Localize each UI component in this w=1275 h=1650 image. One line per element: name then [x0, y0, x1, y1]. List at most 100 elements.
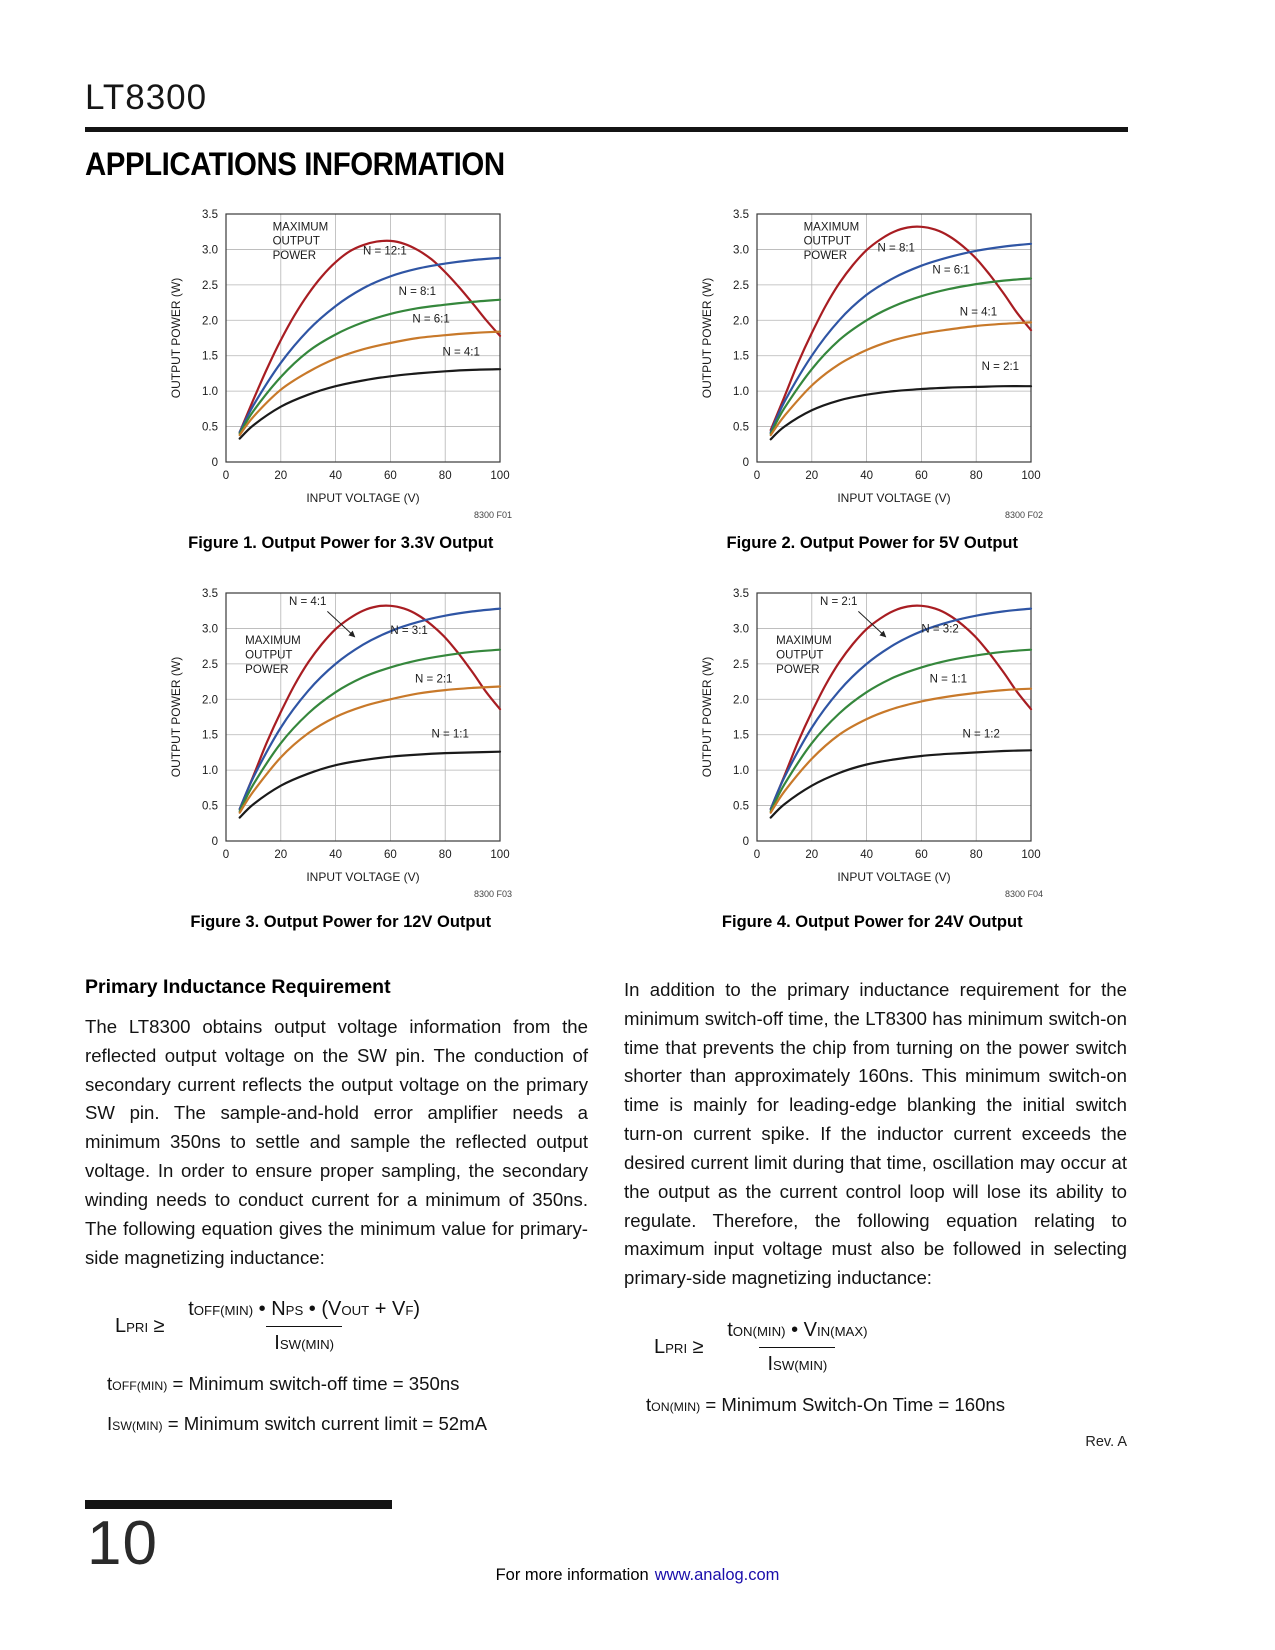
y-tick-label: 3.0 — [202, 623, 218, 635]
series-line-n-4-1 — [769, 321, 1033, 437]
series-line-n-12-1 — [238, 256, 501, 434]
curve-label: MAXIMUM OUTPUT POWER — [804, 221, 860, 262]
series-line-n-8-1 — [769, 242, 1033, 434]
equation-lhs: LPRI ≥ — [115, 1315, 171, 1338]
y-tick-label: 2.0 — [202, 315, 218, 327]
x-tick-label: 0 — [223, 849, 229, 861]
x-axis-title: INPUT VOLTAGE (V) — [838, 491, 951, 505]
plot-frame — [225, 592, 501, 842]
curve-label: N = 1:1 — [431, 729, 468, 741]
series-line-n-8-1 — [238, 298, 501, 435]
curve-label: N = 2:1 — [982, 361, 1019, 373]
y-tick-label: 0 — [743, 457, 749, 469]
y-tick-label: 2.0 — [733, 694, 749, 706]
curve-label: N = 6:1 — [412, 313, 449, 325]
x-tick-label: 100 — [490, 470, 509, 482]
masthead: LT8300 APPLICATIONS INFORMATION — [85, 78, 1128, 183]
x-tick-label: 40 — [329, 849, 342, 861]
curve-label: N = 8:1 — [398, 286, 435, 298]
series-line-n-2-1 — [238, 685, 501, 814]
equation-numerator: tON(MIN) • VIN(MAX) — [727, 1318, 868, 1341]
y-tick-label: 3.5 — [202, 588, 218, 600]
equation-fraction: tON(MIN) • VIN(MAX) ISW(MIN) — [719, 1319, 875, 1376]
y-tick-label: 1.0 — [202, 765, 218, 777]
x-tick-label: 0 — [754, 470, 760, 482]
chart-output-power-3v3: MAXIMUM OUTPUT POWER N = 12:1 N = 8:1 N = 6:1… — [169, 209, 512, 520]
analog-link[interactable]: www.analog.com — [654, 1566, 780, 1584]
left-column-heading: Primary Inductance Requirement — [85, 976, 391, 998]
y-tick-label: 1.5 — [202, 351, 218, 363]
x-tick-label: 20 — [274, 470, 287, 482]
curve-label: MAXIMUM OUTPUT POWER — [776, 635, 832, 676]
series-line-n-1-1 — [238, 750, 501, 819]
y-tick-label: 3.5 — [733, 209, 749, 221]
right-column: In addition to the primary inductance re… — [624, 976, 1127, 1450]
definition-ton-min: tON(MIN) = Minimum Switch-On Time = 160n… — [646, 1393, 1006, 1415]
x-tick-label: 100 — [1022, 470, 1041, 482]
figure-code: 8300 F03 — [474, 889, 512, 899]
x-tick-label: 40 — [860, 470, 873, 482]
x-tick-label: 80 — [439, 470, 452, 482]
equation-fraction: tOFF(MIN) • NPS • (VOUT + VF) ISW(MIN) — [180, 1298, 428, 1355]
y-tick-label: 3.5 — [733, 588, 749, 600]
max-input-voltage-equation: LPRI ≥ tON(MIN) • VIN(MAX) ISW(MIN) — [654, 1319, 1127, 1376]
y-tick-label: 2.5 — [202, 280, 218, 292]
series-line-n-6-1 — [238, 330, 501, 437]
y-tick-label: 0.5 — [733, 422, 749, 434]
footer-info: For more information www.analog.com — [0, 1566, 1275, 1585]
primary-inductance-equation: LPRI ≥ tOFF(MIN) • NPS • (VOUT + VF) ISW… — [115, 1298, 588, 1355]
label-arrow — [858, 611, 887, 638]
plot-frame — [225, 213, 501, 463]
figure-3-caption: Figure 3. Output Power for 12V Output — [190, 913, 492, 931]
chart-output-power-24v: N = 2:1 MAXIMUM OUTPUT POWER N = 3:2 N = 1:1 N… — [700, 588, 1043, 899]
left-column-paragraph: The LT8300 obtains output voltage inform… — [85, 1016, 588, 1268]
y-tick-label: 3.0 — [733, 244, 749, 256]
series-line-n-1-1 — [769, 687, 1033, 814]
y-tick-label: 2.0 — [733, 315, 749, 327]
curve-label: N = 12:1 — [363, 245, 407, 257]
series-line-n-6-1 — [769, 277, 1033, 435]
x-tick-label: 80 — [439, 849, 452, 861]
y-tick-label: 0 — [743, 836, 749, 848]
figure-2-block: MAXIMUM OUTPUT POWER N = 8:1 N = 6:1 N = 4:1 N… — [697, 200, 1047, 553]
x-tick-label: 100 — [490, 849, 509, 861]
x-tick-label: 20 — [806, 470, 819, 482]
series-line-n-3-2 — [769, 648, 1033, 813]
curve-label: N = 2:1 — [820, 596, 857, 608]
y-tick-label: 0 — [211, 457, 217, 469]
y-axis-title: OUTPUT POWER (W) — [700, 657, 714, 777]
body-text: Primary Inductance Requirement The LT830… — [85, 976, 1128, 1450]
charts-grid: MAXIMUM OUTPUT POWER N = 12:1 N = 8:1 N = 6:1… — [85, 200, 1128, 932]
y-tick-label: 0 — [211, 836, 217, 848]
x-tick-label: 40 — [860, 849, 873, 861]
label-arrow — [326, 611, 356, 638]
y-tick-label: 1.0 — [202, 386, 218, 398]
series-line-n-2-1 — [769, 607, 1033, 811]
y-tick-label: 0.5 — [202, 801, 218, 813]
series-line-n-1-2 — [769, 749, 1033, 819]
y-tick-label: 0.5 — [733, 801, 749, 813]
x-tick-label: 80 — [970, 470, 983, 482]
curve-label: N = 3:1 — [390, 625, 427, 637]
y-axis-title: OUTPUT POWER (W) — [169, 278, 183, 398]
figure-code: 8300 F04 — [1005, 889, 1043, 899]
page-number: 10 — [87, 1509, 158, 1578]
figure-2-caption: Figure 2. Output Power for 5V Output — [726, 534, 1019, 552]
series-line-n-4-1 — [238, 607, 501, 811]
curve-label: N = 2:1 — [415, 673, 452, 685]
figure-3-block: N = 4:1 MAXIMUM OUTPUT POWER N = 3:1 N = 2:1 N… — [166, 579, 516, 932]
x-axis-title: INPUT VOLTAGE (V) — [306, 870, 419, 884]
y-axis-title: OUTPUT POWER (W) — [700, 278, 714, 398]
x-tick-label: 100 — [1022, 849, 1041, 861]
y-tick-label: 1.0 — [733, 765, 749, 777]
curve-label: N = 8:1 — [878, 243, 915, 255]
x-axis-title: INPUT VOLTAGE (V) — [838, 870, 951, 884]
y-tick-label: 3.0 — [202, 244, 218, 256]
chart-output-power-5v: MAXIMUM OUTPUT POWER N = 8:1 N = 6:1 N = 4:1 N… — [700, 209, 1043, 520]
figure-code: 8300 F01 — [474, 510, 512, 520]
revision-label: Rev. A — [1085, 1433, 1127, 1450]
y-tick-label: 1.5 — [733, 730, 749, 742]
plot-frame — [756, 592, 1032, 842]
curve-label: N = 4:1 — [960, 306, 997, 318]
